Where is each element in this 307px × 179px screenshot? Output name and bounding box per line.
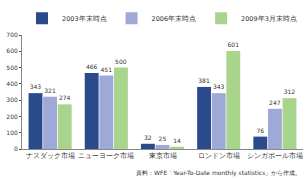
svg-text:312: 312: [284, 88, 296, 95]
svg-text:シンガポール市場: シンガポール市場: [247, 152, 303, 160]
svg-text:274: 274: [59, 94, 71, 101]
svg-text:601: 601: [227, 41, 239, 48]
svg-text:76: 76: [256, 127, 264, 134]
svg-text:381: 381: [198, 77, 210, 84]
svg-text:32: 32: [144, 134, 152, 141]
svg-text:600: 600: [6, 47, 18, 54]
svg-text:ロンドン市場: ロンドン市場: [198, 152, 240, 160]
svg-text:200: 200: [6, 113, 18, 120]
svg-text:247: 247: [269, 99, 281, 106]
svg-text:2006年末時点: 2006年末時点: [152, 15, 197, 23]
svg-text:500: 500: [115, 58, 127, 65]
svg-text:500: 500: [6, 64, 18, 71]
svg-text:466: 466: [86, 63, 98, 70]
svg-text:451: 451: [100, 66, 112, 73]
svg-text:700: 700: [6, 31, 18, 38]
svg-text:321: 321: [44, 87, 56, 94]
svg-text:343: 343: [30, 83, 42, 90]
svg-text:100: 100: [6, 129, 18, 136]
svg-text:資料：WFE「Year-To-Date monthly st: 資料：WFE「Year-To-Date monthly statistics」か…: [136, 169, 301, 177]
svg-text:14: 14: [173, 137, 181, 144]
svg-text:400: 400: [6, 80, 18, 87]
svg-text:0: 0: [14, 145, 18, 152]
svg-text:ナスダック市場: ナスダック市場: [26, 152, 75, 160]
svg-text:2009年3月末時点: 2009年3月末時点: [241, 15, 297, 23]
svg-text:343: 343: [213, 83, 225, 90]
svg-text:300: 300: [6, 96, 18, 103]
svg-text:ニューヨーク市場: ニューヨーク市場: [78, 152, 134, 160]
svg-text:2003年末時点: 2003年末時点: [62, 15, 107, 23]
svg-text:25: 25: [159, 135, 167, 142]
svg-text:東京市場: 東京市場: [149, 152, 177, 160]
